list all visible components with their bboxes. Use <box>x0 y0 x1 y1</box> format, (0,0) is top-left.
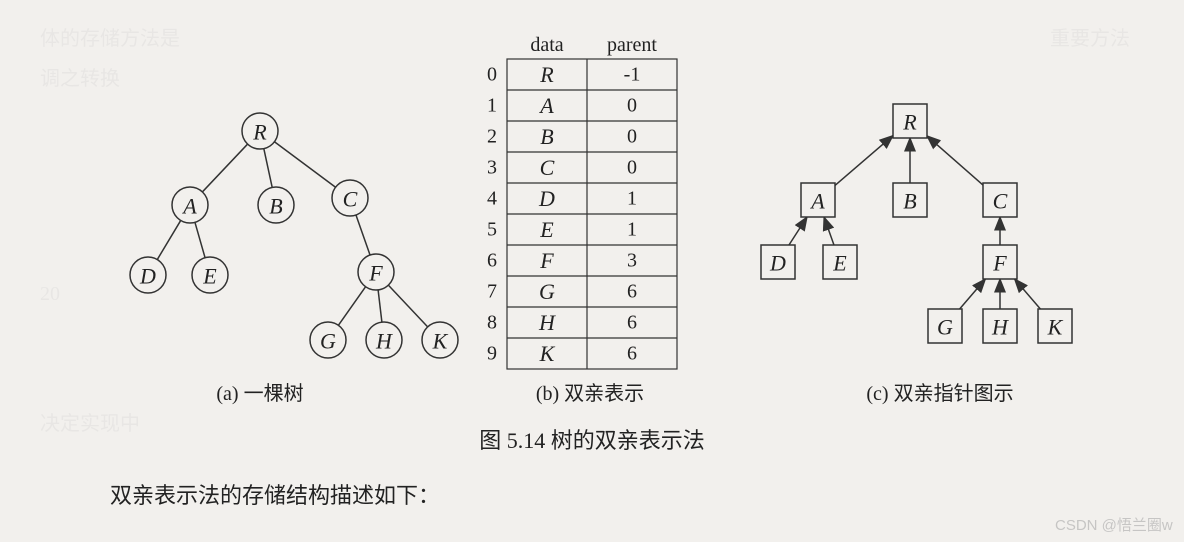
tree-a-edge <box>195 222 205 257</box>
tree-c-edge <box>960 279 986 309</box>
ghost-text: 体的存储方法是 <box>40 27 180 50</box>
tree-c-node-label: K <box>1047 315 1064 340</box>
table-row-data: R <box>539 62 554 87</box>
tree-a-node-label: D <box>139 264 156 289</box>
tree-a-edge <box>356 215 370 255</box>
tree-a-edge <box>157 220 180 259</box>
table-header-parent: parent <box>607 34 657 56</box>
caption-b: (b) 双亲表示 <box>536 382 644 405</box>
tree-a-edge <box>388 285 427 327</box>
table-row-data: D <box>538 186 555 211</box>
table-row-index: 7 <box>487 281 497 303</box>
tree-c-edge <box>1015 279 1041 309</box>
tree-c-node-label: B <box>903 189 916 214</box>
table-row-parent: 6 <box>627 281 637 303</box>
tree-a-node-label: F <box>368 261 383 286</box>
table-row-parent: 6 <box>627 312 637 334</box>
tree-a-edge <box>202 144 247 192</box>
tree-c-nodes: R A B C D E F G H K <box>761 104 1072 343</box>
table-row-index: 2 <box>487 126 497 148</box>
caption-a: (a) 一棵树 <box>216 382 303 405</box>
tree-a-node-label: K <box>432 329 449 354</box>
tree-c-edge <box>927 136 983 185</box>
table-row-index: 1 <box>487 95 497 117</box>
tree-c-node-label: C <box>993 189 1008 214</box>
tree-c-node-label: R <box>902 110 917 135</box>
table-b: data parent 0 R -1 1 A 0 2 B 0 3 C 0 4 D 1 5 E 1 6 F 3 7 G 6 8 H 6 9 K… <box>487 34 677 369</box>
table-row-parent: 0 <box>627 126 637 148</box>
ghost-text: 决定实现中 <box>40 412 140 435</box>
table-row-parent: 6 <box>627 343 637 365</box>
table-row-data: G <box>539 279 555 304</box>
table-row-parent: 0 <box>627 95 637 117</box>
tree-c-edge <box>824 217 834 245</box>
table-row-index: 9 <box>487 343 497 365</box>
tree-a-edge <box>274 142 335 188</box>
tree-c-node-label: A <box>809 189 825 214</box>
table-row-data: K <box>539 341 556 366</box>
ghost-text: 重要方法 <box>1050 27 1130 50</box>
tree-a-node-label: G <box>320 329 336 354</box>
table-row-index: 8 <box>487 312 497 334</box>
tree-a-node-label: R <box>252 120 267 145</box>
tree-a-node-label: C <box>343 187 358 212</box>
table-row-data: F <box>539 248 554 273</box>
tree-a-node-label: E <box>202 264 217 289</box>
tree-a-nodes: R A B C D E F G H K <box>130 113 458 358</box>
table-row-index: 6 <box>487 250 497 272</box>
figure-container: 体的存储方法是 调之转换 20 重要方法 决定实现中 RABCDEFGHK (a… <box>0 0 1184 542</box>
tree-c-edge <box>835 136 893 186</box>
tree-c-node-label: E <box>832 251 847 276</box>
table-row-index: 3 <box>487 157 497 179</box>
tree-a-edge <box>338 287 365 326</box>
ghost-text: 调之转换 <box>40 67 120 90</box>
tree-a-node-label: A <box>181 194 197 219</box>
tree-c-node-label: D <box>769 251 786 276</box>
table-row-parent: 0 <box>627 157 637 179</box>
ghost-text: 20 <box>40 283 60 305</box>
table-row-index: 4 <box>487 188 497 210</box>
table-row-data: E <box>539 217 554 242</box>
table-row-data: A <box>538 93 554 118</box>
table-row-data: C <box>540 155 555 180</box>
tree-a-edges <box>157 142 427 327</box>
tree-c-node-label: G <box>937 315 953 340</box>
table-header-data: data <box>530 34 563 56</box>
table-row-index: 5 <box>487 219 497 241</box>
tree-a-edge <box>264 149 272 188</box>
figure-svg: 体的存储方法是 调之转换 20 重要方法 决定实现中 RABCDEFGHK (a… <box>0 0 1184 542</box>
tree-c-node-label: F <box>992 251 1007 276</box>
caption-c: (c) 双亲指针图示 <box>866 382 1013 405</box>
watermark: CSDN @悟兰圈w <box>1055 517 1173 534</box>
table-row-parent: 1 <box>627 219 637 241</box>
table-row-index: 0 <box>487 64 497 86</box>
table-row-parent: 1 <box>627 188 637 210</box>
tree-a-node-label: B <box>269 194 282 219</box>
figure-caption: 图 5.14 树的双亲表示法 <box>479 428 705 453</box>
table-row-parent: 3 <box>627 250 637 272</box>
tree-c-edges <box>789 136 1040 309</box>
tree-c-node-label: H <box>991 315 1009 340</box>
tree-c-edge <box>789 217 807 245</box>
body-text: 双亲表示法的存储结构描述如下： <box>110 483 440 508</box>
table-row-data: B <box>540 124 553 149</box>
tree-a-edge <box>378 290 382 322</box>
table-row-parent: -1 <box>624 64 641 86</box>
tree-a-node-label: H <box>375 329 393 354</box>
table-row-data: H <box>538 310 556 335</box>
